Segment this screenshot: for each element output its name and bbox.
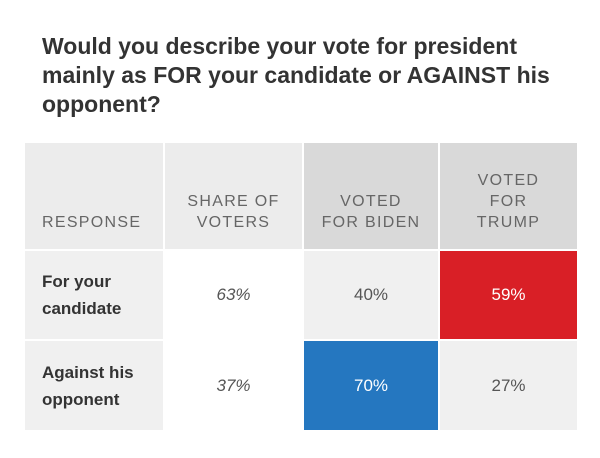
row-against-opponent-label: Against his opponent	[42, 362, 134, 409]
cell-against-trump-value: 27%	[491, 375, 526, 395]
header-voted-biden: VOTED FOR BIDEN	[304, 143, 438, 249]
table-row-label: For your candidate	[25, 251, 163, 339]
header-biden-label: VOTED FOR BIDEN	[321, 193, 421, 231]
cell-for-biden-value: 40%	[353, 285, 389, 304]
header-response: RESPONSE	[25, 143, 163, 249]
cell-for-trump-highlight: 59%	[440, 251, 577, 339]
cell-against-share: 37%	[165, 341, 302, 430]
header-share-of-voters: SHARE OF VOTERS	[165, 143, 302, 249]
cell-against-biden-value: 70%	[353, 375, 389, 395]
chart-title: Would you describe your vote for preside…	[42, 33, 550, 117]
header-response-label: RESPONSE	[42, 214, 142, 231]
cell-for-trump-value: 59%	[491, 285, 526, 304]
header-trump-label: VOTED FOR TRUMP	[476, 172, 541, 231]
cell-for-biden: 40%	[304, 251, 438, 339]
header-share-label: SHARE OF VOTERS	[187, 193, 280, 231]
cell-for-share-value: 63%	[216, 285, 251, 304]
row-for-candidate-label: For your candidate	[42, 272, 122, 318]
cell-against-biden-highlight: 70%	[304, 341, 438, 430]
header-voted-trump: VOTED FOR TRUMP	[440, 143, 577, 249]
results-table: RESPONSE SHARE OF VOTERS VOTED FOR BIDEN…	[25, 143, 577, 430]
cell-for-share: 63%	[165, 251, 302, 339]
table-row-label: Against his opponent	[25, 341, 163, 430]
cell-against-trump: 27%	[440, 341, 577, 430]
cell-against-share-value: 37%	[216, 375, 251, 395]
